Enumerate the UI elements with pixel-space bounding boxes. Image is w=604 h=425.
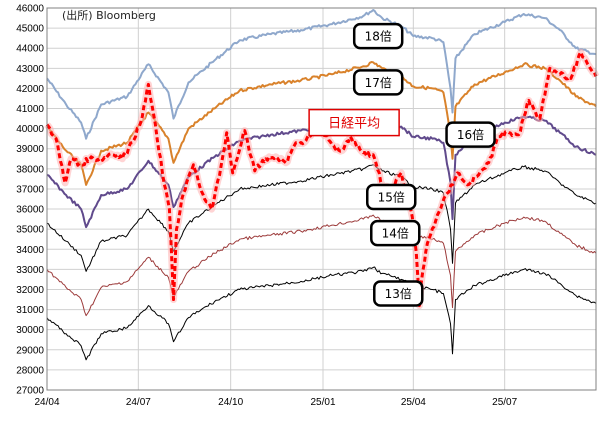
source-note: (出所) Bloomberg [62,8,156,22]
series-label-box [352,69,404,96]
x-tick-label: 24/07 [126,397,151,408]
y-tick-label: 39000 [16,144,44,155]
y-tick-label: 32000 [16,285,44,296]
series-line-3 [46,164,597,272]
y-tick-label: 31000 [16,305,44,316]
plot-frame [46,7,597,391]
y-tick-label: 45000 [16,24,44,35]
y-tick-label: 27000 [16,386,44,397]
series-label-1: 17倍 [352,69,404,96]
x-axis-ticks: 24/04 24/07 24/10 25/01 25/04 25/07 [34,397,517,408]
series-label-box [366,183,417,211]
series-line-0 [46,9,597,140]
y-tick-label: 29000 [16,345,44,356]
series-label-text: 18倍 [365,29,392,44]
series-label-2: 日経平均 [308,108,400,137]
y-tick-label: 40000 [16,124,44,135]
series-label-text: 16倍 [457,127,484,142]
series-label-text: 15倍 [378,189,405,204]
series-label-box [352,22,404,50]
series-label-box [308,108,400,137]
series-label-box [373,280,424,307]
series-label-4: 15倍 [366,183,417,211]
y-tick-label: 44000 [16,44,44,55]
y-tick-label: 35000 [16,225,44,236]
y-tick-label: 36000 [16,205,44,216]
y-tick-label: 43000 [16,64,44,75]
series-lines [44,9,600,361]
series-glow-nikkei [44,48,600,310]
series-label-text: 14倍 [382,226,409,241]
series-label-text: 17倍 [365,75,392,90]
series-line-6 [45,50,598,308]
series-line-5 [46,266,597,361]
y-axis-ticks: 27000 28000 29000 30000 31000 32000 33000 34000… [16,4,44,397]
series-label-0: 18倍 [352,22,404,50]
series-label-box [445,121,496,148]
y-tick-label: 30000 [16,325,44,336]
series-label-text: 日経平均 [328,117,380,132]
series-line-4 [46,214,597,317]
y-tick-label: 42000 [16,84,44,95]
x-tick-label: 24/04 [34,397,59,408]
series-label-5: 14倍 [370,219,421,247]
x-tick-label: 25/04 [401,397,426,408]
y-tick-label: 46000 [16,4,44,15]
y-tick-label: 33000 [16,265,44,276]
series-label-6: 13倍 [373,280,424,307]
y-tick-label: 34000 [16,245,44,256]
x-tick-label: 24/10 [218,397,243,408]
y-tick-label: 41000 [16,104,44,115]
y-tick-label: 28000 [16,365,44,376]
y-tick-label: 37000 [16,184,44,195]
grid-lines [46,7,596,391]
y-tick-label: 38000 [16,164,44,175]
x-tick-label: 25/01 [310,397,335,408]
series-label-text: 13倍 [385,286,412,301]
series-label-box [370,219,421,247]
series-label-3: 16倍 [445,121,496,148]
x-tick-label: 25/07 [492,397,517,408]
